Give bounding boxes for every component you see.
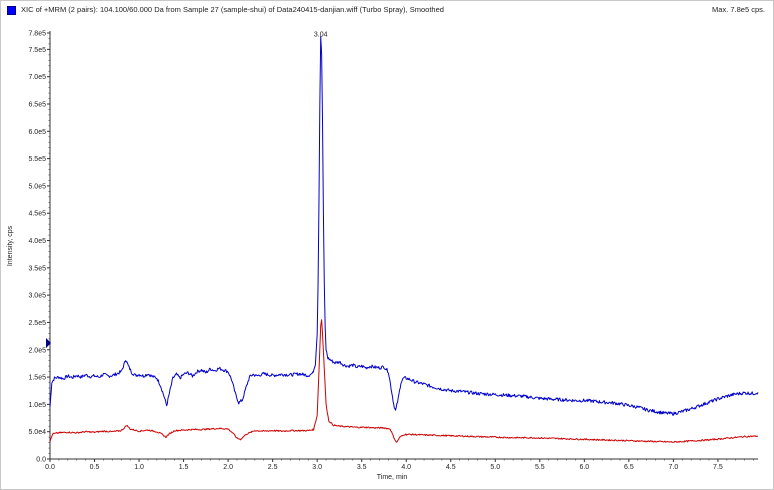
x-axis-title: Time, min [377, 474, 408, 481]
tick-labels: 0.0 5.0e4 1.0e5 1.5e5 2.0e5 2.5e5 3.0e5 3.5e5 4.… [7, 31, 723, 482]
series-line-1 [49, 35, 759, 416]
x-tick-label: 4.0 [401, 464, 411, 471]
x-tick-label: 7.0 [669, 464, 679, 471]
y-tick-label: 1.0e5 [28, 402, 46, 409]
y-tick-label: 5.0e4 [28, 429, 46, 436]
x-tick-label: 5.0 [490, 464, 500, 471]
y-tick-label: 7.0e5 [28, 74, 46, 81]
chart-title: XIC of +MRM (2 pairs): 104.100/60.000 Da… [21, 5, 444, 14]
chart-title-bar: XIC of +MRM (2 pairs): 104.100/60.000 Da… [5, 4, 769, 16]
x-tick-label: 0.5 [90, 464, 100, 471]
y-tick-label: 0.0 [36, 457, 46, 464]
y-axis-title: Intensity, cps [7, 225, 14, 266]
x-tick-label: 1.5 [179, 464, 189, 471]
x-tick-label: 6.0 [579, 464, 589, 471]
y-tick-label: 3.0e5 [28, 293, 46, 300]
x-tick-label: 0.0 [45, 464, 55, 471]
x-tick-label: 6.5 [624, 464, 634, 471]
x-tick-label: 5.5 [535, 464, 545, 471]
x-tick-label: 1.0 [134, 464, 144, 471]
x-tick-label: 3.0 [312, 464, 322, 471]
x-tick-label: 2.5 [268, 464, 278, 471]
y-tick-label: 7.5e5 [28, 47, 46, 54]
y-tick-label: 4.5e5 [28, 211, 46, 218]
max-intensity-label: Max. 7.8e5 cps. [712, 5, 765, 14]
y-tick-label: 6.5e5 [28, 102, 46, 109]
y-tick-label: 5.0e5 [28, 183, 46, 190]
x-tick-label: 7.5 [713, 464, 723, 471]
y-tick-label: 6.0e5 [28, 129, 46, 136]
axes [47, 31, 758, 462]
x-tick-label: 4.5 [446, 464, 456, 471]
axis-marker-icon [46, 338, 51, 348]
y-tick-label: 4.0e5 [28, 238, 46, 245]
peak-label: 3.04 [314, 31, 328, 38]
y-tick-label: 3.5e5 [28, 265, 46, 272]
x-tick-label: 3.5 [357, 464, 367, 471]
series-line-2 [49, 319, 759, 443]
y-tick-label: 5.5e5 [28, 156, 46, 163]
y-tick-label: 2.0e5 [28, 347, 46, 354]
legend-swatch-icon[interactable] [7, 6, 16, 15]
series-lines [49, 35, 759, 443]
y-tick-label: 7.8e5 [28, 31, 46, 38]
y-tick-label: 2.5e5 [28, 320, 46, 327]
x-tick-label: 2.0 [223, 464, 233, 471]
y-tick-label: 1.5e5 [28, 375, 46, 382]
